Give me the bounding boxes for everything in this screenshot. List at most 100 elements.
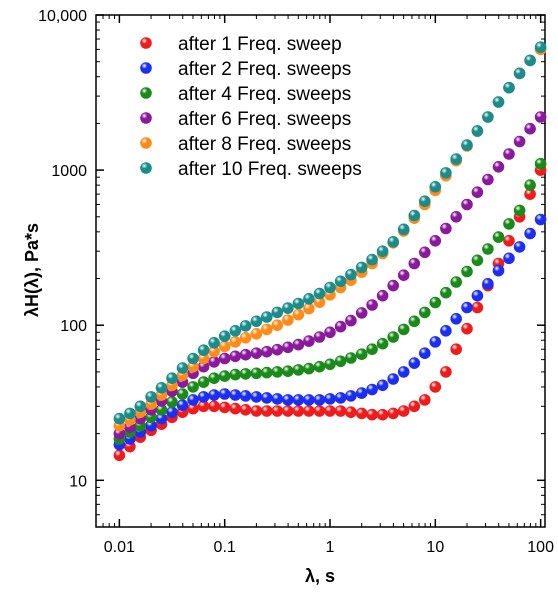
data-point bbox=[440, 167, 452, 179]
data-point bbox=[513, 204, 526, 217]
y-axis-title: λH(λ), Pa*s bbox=[22, 223, 42, 317]
y-tick-label: 10,000 bbox=[38, 8, 87, 25]
data-point bbox=[376, 408, 389, 421]
data-point bbox=[260, 323, 273, 336]
data-point bbox=[397, 405, 410, 417]
axis-tick-labels: 0.01 0.1 1 10 100 10 100 1000 10,000 bbox=[38, 8, 554, 556]
data-point bbox=[450, 276, 463, 288]
data-point bbox=[524, 122, 536, 135]
data-point bbox=[313, 287, 326, 300]
legend-label: after 10 Freq. sweeps bbox=[178, 159, 362, 180]
data-point bbox=[250, 391, 263, 403]
data-point bbox=[334, 320, 347, 333]
data-point bbox=[503, 252, 515, 265]
data-point bbox=[218, 401, 231, 414]
data-point bbox=[471, 301, 484, 314]
legend: after 1 Freq. sweep after 2 Freq. sweeps a… bbox=[140, 34, 362, 180]
plot-frame bbox=[95, 14, 546, 528]
data-point bbox=[492, 161, 505, 173]
data-point bbox=[324, 358, 336, 371]
data-point bbox=[282, 341, 294, 354]
legend-item: after 2 Freq. sweeps bbox=[140, 59, 351, 80]
data-point bbox=[418, 306, 431, 319]
data-point bbox=[176, 388, 189, 400]
data-point bbox=[429, 296, 442, 309]
data-point bbox=[282, 365, 294, 378]
data-point bbox=[250, 367, 263, 380]
data-point bbox=[218, 370, 231, 382]
legend-marker bbox=[140, 62, 152, 74]
data-point bbox=[461, 322, 473, 335]
data-point bbox=[408, 209, 421, 222]
data-point bbox=[313, 394, 326, 406]
data-point bbox=[513, 241, 526, 253]
data-point bbox=[239, 403, 252, 416]
data-point bbox=[440, 366, 452, 378]
data-point bbox=[355, 407, 368, 420]
data-point bbox=[334, 405, 347, 417]
legend-marker bbox=[140, 37, 152, 49]
data-point bbox=[324, 405, 336, 417]
data-point bbox=[260, 405, 273, 417]
data-point bbox=[334, 355, 347, 368]
data-point bbox=[197, 391, 210, 403]
data-point bbox=[271, 306, 284, 319]
data-point bbox=[187, 394, 199, 406]
data-point bbox=[345, 352, 357, 364]
data-point bbox=[166, 406, 178, 419]
data-point bbox=[440, 222, 452, 235]
data-point bbox=[250, 315, 263, 328]
data-point bbox=[155, 381, 168, 394]
data-point bbox=[450, 211, 463, 223]
series-after-2-freq-sweeps bbox=[113, 213, 547, 451]
data-point bbox=[366, 408, 378, 421]
data-point bbox=[387, 236, 400, 248]
data-point bbox=[239, 331, 252, 344]
data-point bbox=[229, 389, 242, 401]
data-point bbox=[397, 366, 410, 378]
data-point bbox=[239, 320, 252, 332]
data-point bbox=[503, 81, 515, 94]
data-point bbox=[271, 366, 284, 378]
data-point bbox=[113, 449, 126, 462]
y-tick-label: 100 bbox=[60, 318, 87, 335]
data-point bbox=[418, 195, 431, 207]
data-point bbox=[134, 400, 147, 413]
legend-item: after 8 Freq. sweeps bbox=[140, 134, 351, 155]
data-point bbox=[418, 246, 431, 259]
data-point bbox=[376, 289, 389, 302]
x-tick-label: 100 bbox=[527, 539, 554, 556]
legend-label: after 1 Freq. sweep bbox=[178, 34, 342, 55]
data-point bbox=[366, 343, 378, 356]
data-point bbox=[229, 368, 242, 381]
series-after-6-freq-sweeps bbox=[113, 111, 547, 440]
data-point bbox=[471, 186, 484, 198]
data-point bbox=[482, 277, 494, 290]
data-point bbox=[429, 181, 442, 193]
legend-label: after 8 Freq. sweeps bbox=[178, 134, 351, 155]
data-point bbox=[482, 173, 494, 186]
data-point bbox=[429, 381, 442, 393]
data-point bbox=[376, 379, 389, 392]
data-point bbox=[334, 275, 347, 288]
data-point bbox=[229, 336, 242, 348]
data-point bbox=[471, 254, 484, 267]
data-point bbox=[387, 407, 400, 420]
data-point bbox=[250, 405, 263, 417]
data-point bbox=[197, 376, 210, 388]
data-point bbox=[440, 324, 452, 337]
data-point bbox=[303, 405, 315, 417]
data-point bbox=[513, 67, 526, 80]
x-tick-label: 10 bbox=[426, 539, 444, 556]
series-group bbox=[113, 41, 547, 462]
data-point bbox=[524, 227, 536, 240]
data-point bbox=[124, 407, 136, 420]
data-point bbox=[397, 323, 410, 336]
data-point bbox=[503, 148, 515, 160]
data-point bbox=[260, 366, 273, 379]
legend-item: after 4 Freq. sweeps bbox=[140, 84, 351, 105]
data-point bbox=[271, 319, 284, 332]
data-point bbox=[292, 405, 305, 417]
data-point bbox=[397, 269, 410, 282]
data-point bbox=[471, 125, 484, 137]
